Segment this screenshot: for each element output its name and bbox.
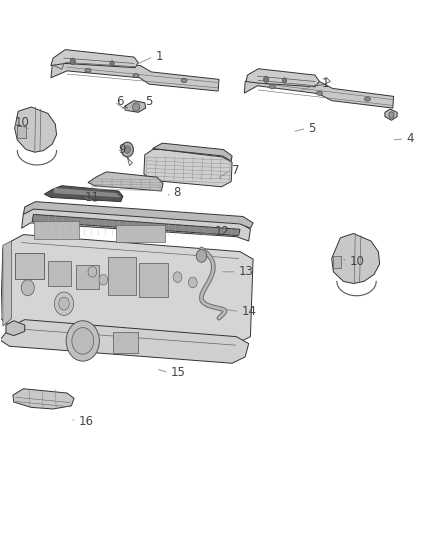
FancyBboxPatch shape	[332, 256, 341, 268]
Circle shape	[54, 292, 74, 316]
Polygon shape	[54, 188, 120, 197]
Text: 5: 5	[308, 122, 316, 135]
Text: 1: 1	[155, 50, 163, 63]
Circle shape	[283, 78, 287, 83]
Polygon shape	[21, 208, 251, 241]
Circle shape	[88, 266, 97, 277]
Ellipse shape	[134, 75, 138, 77]
Text: 4: 4	[407, 132, 414, 146]
FancyBboxPatch shape	[116, 225, 165, 242]
Polygon shape	[88, 172, 163, 191]
FancyBboxPatch shape	[15, 253, 44, 279]
Polygon shape	[6, 321, 25, 336]
Text: 10: 10	[14, 117, 29, 130]
Circle shape	[121, 142, 134, 157]
Circle shape	[72, 328, 94, 354]
Text: 6: 6	[117, 95, 124, 108]
Polygon shape	[14, 107, 57, 152]
Polygon shape	[51, 58, 219, 91]
FancyBboxPatch shape	[108, 257, 137, 295]
Circle shape	[196, 249, 207, 262]
Polygon shape	[385, 109, 397, 120]
Ellipse shape	[181, 78, 187, 83]
Polygon shape	[3, 241, 12, 326]
FancyBboxPatch shape	[48, 261, 71, 286]
Ellipse shape	[182, 79, 186, 82]
Text: 15: 15	[171, 366, 186, 379]
Circle shape	[70, 58, 75, 64]
Polygon shape	[32, 214, 240, 236]
Text: 7: 7	[232, 164, 240, 177]
Text: 9: 9	[119, 143, 126, 156]
Ellipse shape	[86, 69, 90, 71]
Polygon shape	[125, 101, 146, 112]
Polygon shape	[144, 150, 232, 187]
Text: 11: 11	[85, 191, 100, 204]
Circle shape	[389, 112, 394, 118]
Polygon shape	[0, 320, 249, 364]
Text: 13: 13	[239, 265, 254, 278]
FancyBboxPatch shape	[113, 332, 138, 353]
Circle shape	[99, 274, 108, 285]
Circle shape	[21, 280, 34, 296]
Text: 10: 10	[350, 255, 365, 268]
FancyBboxPatch shape	[34, 221, 79, 239]
Ellipse shape	[85, 68, 91, 72]
Text: 8: 8	[173, 185, 180, 199]
Circle shape	[59, 297, 69, 310]
Circle shape	[173, 272, 182, 282]
Ellipse shape	[133, 74, 139, 78]
Text: 16: 16	[78, 415, 93, 428]
Polygon shape	[1, 235, 253, 344]
Polygon shape	[244, 74, 394, 108]
Ellipse shape	[316, 91, 322, 95]
Circle shape	[264, 76, 269, 83]
Text: 14: 14	[242, 305, 257, 318]
FancyBboxPatch shape	[139, 263, 168, 297]
Text: 5: 5	[145, 95, 152, 108]
FancyBboxPatch shape	[17, 126, 26, 138]
Polygon shape	[23, 201, 253, 228]
Circle shape	[133, 103, 140, 111]
Text: 12: 12	[215, 225, 230, 238]
Circle shape	[188, 277, 197, 288]
Polygon shape	[51, 50, 138, 68]
Circle shape	[66, 321, 99, 361]
Circle shape	[110, 61, 114, 66]
Polygon shape	[246, 69, 319, 87]
Polygon shape	[332, 233, 380, 284]
Circle shape	[124, 146, 131, 154]
Ellipse shape	[364, 97, 371, 101]
Polygon shape	[152, 143, 232, 161]
FancyBboxPatch shape	[76, 265, 99, 289]
Text: 1: 1	[321, 77, 329, 90]
Polygon shape	[13, 389, 74, 409]
Polygon shape	[44, 185, 123, 201]
Ellipse shape	[269, 85, 276, 89]
